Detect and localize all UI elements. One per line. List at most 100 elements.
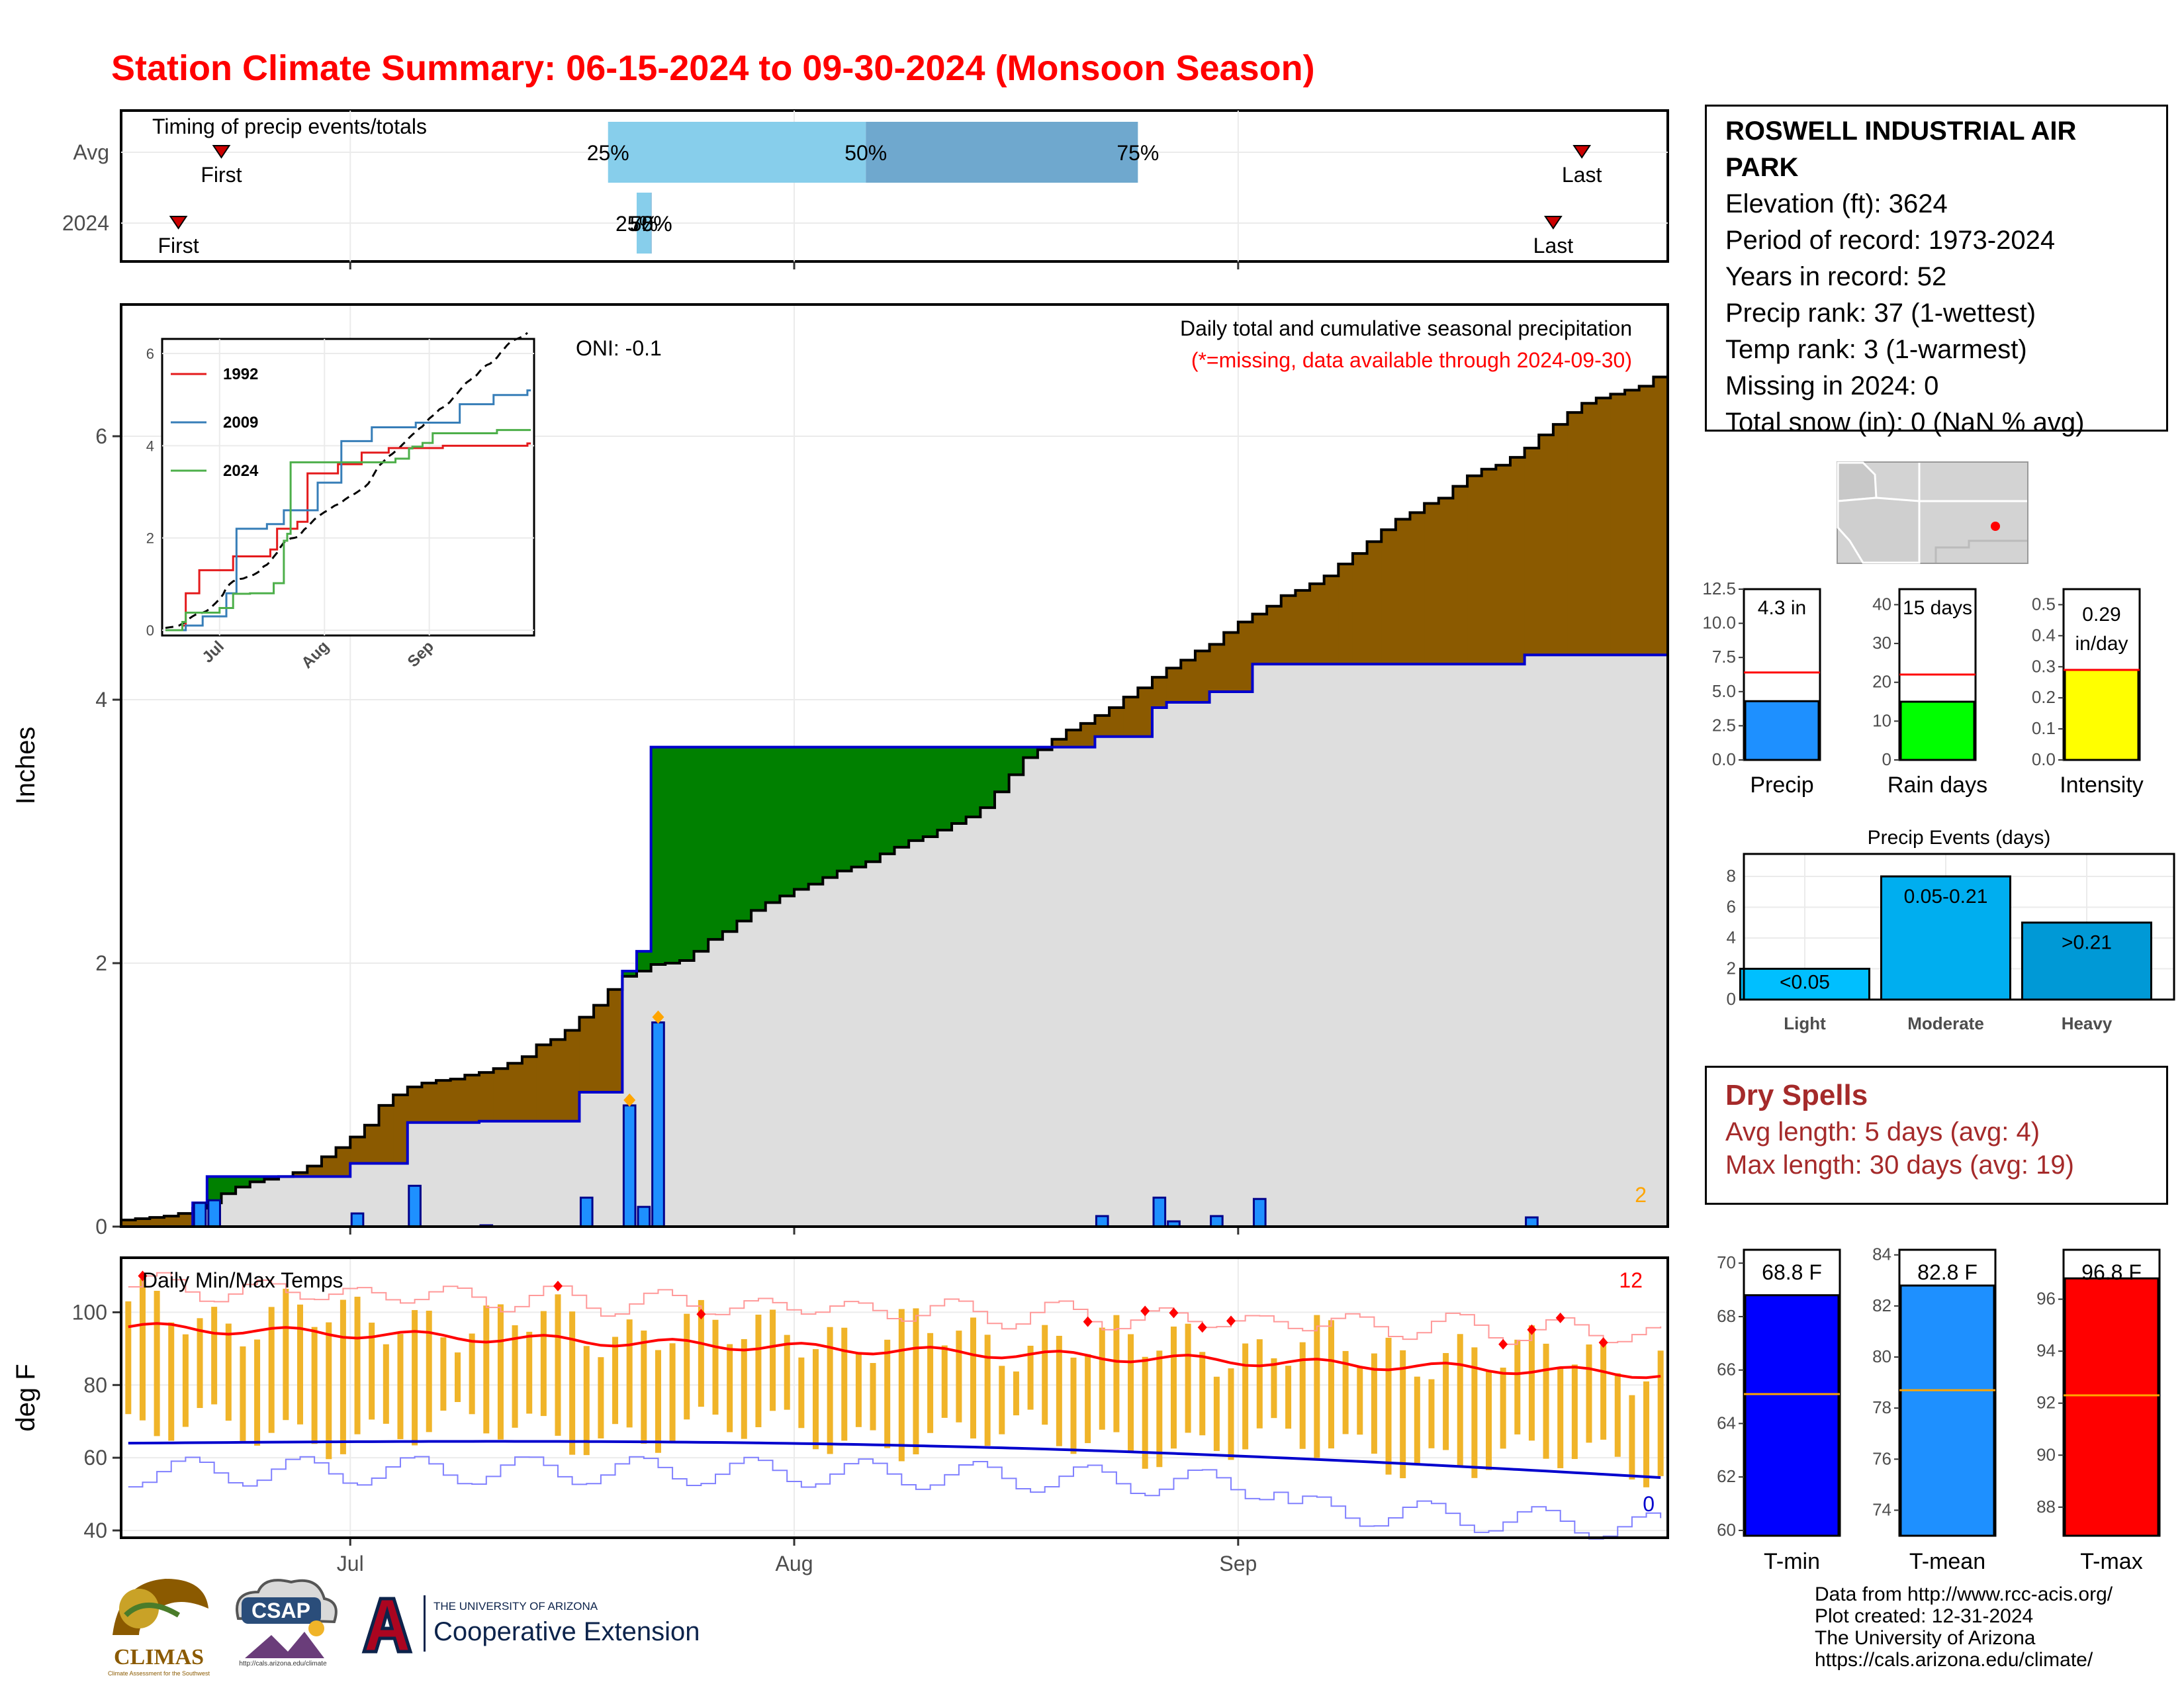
temp-daily-range-bar: [1199, 1352, 1206, 1436]
summary-ytick-label: 40: [1872, 594, 1891, 614]
precip-daily-bar: [193, 1201, 207, 1228]
precip-daily-bar: [408, 1184, 422, 1228]
precip-deficit-area: [536, 1045, 551, 1121]
precip-deficit-area: [1367, 541, 1382, 665]
temp-average-min-line: [128, 1440, 1661, 1479]
events-category-label-Light: Light: [1784, 1013, 1826, 1033]
temp-record-low-line: [128, 1456, 1662, 1540]
precip-surplus-area: [823, 747, 838, 878]
precip-surplus-area: [637, 951, 652, 971]
precip-deficit-area: [1510, 457, 1525, 665]
events-title: Precip Events (days): [1868, 827, 2051, 849]
temp-daily-range-bar: [254, 1339, 261, 1446]
inset-legend-label-2009: 2009: [223, 414, 258, 432]
temp-daily-range-bar: [1128, 1334, 1134, 1452]
precip-deficit-area: [121, 1220, 136, 1227]
credit-university: The University of Arizona: [1815, 1627, 2036, 1649]
precip-deficit-area: [1095, 715, 1110, 737]
temp-daily-range-bar: [1471, 1347, 1478, 1478]
timing-label-25: 25%: [615, 212, 658, 236]
temp-count-low: 0: [1643, 1492, 1655, 1516]
precip-deficit-area: [1467, 475, 1482, 665]
summary-ytick-label: 0: [1882, 749, 1891, 769]
climas-logo: CLIMAS Climate Assessment for the Southw…: [99, 1569, 218, 1677]
precip-daily-bar: [579, 1196, 594, 1228]
temp-daily-range-bar: [598, 1357, 604, 1438]
inset-average-line: [165, 332, 528, 630]
temp-daily-range-bar: [1414, 1376, 1420, 1464]
timing-row-label: 2024: [62, 211, 109, 235]
precip-daily-bar: [1210, 1215, 1224, 1228]
temp-daily-range-bar: [655, 1350, 661, 1453]
temp-daily-range-bar: [712, 1319, 719, 1415]
summary-ytick-label: 10: [1872, 710, 1891, 730]
precip-deficit-area: [1653, 377, 1668, 655]
temp-daily-range-bar: [684, 1313, 690, 1420]
temp-record-high-marker: [1083, 1316, 1093, 1327]
precip-annotation-title: Daily total and cumulative seasonal prec…: [1180, 316, 1632, 340]
temp-daily-range-bar: [240, 1346, 246, 1441]
temp-daily-range-bar: [1070, 1357, 1077, 1454]
temp-daily-range-bar: [526, 1331, 533, 1414]
temp-daily-range-bar: [1457, 1334, 1463, 1467]
tsummary-ytick-label: 92: [2036, 1393, 2056, 1413]
summary-ytick-label: 0.0: [2032, 749, 2056, 769]
summary-value-label-0: 4.3 in: [1758, 597, 1806, 619]
temp-daily-range-bar: [1085, 1354, 1091, 1444]
temp-record-high-marker: [1498, 1338, 1508, 1350]
climas-logo-mark: [113, 1579, 208, 1635]
temp-daily-range-bar: [469, 1333, 475, 1415]
tsummary-ytick-label: 82: [1872, 1295, 1891, 1315]
temp-daily-range-bar: [827, 1327, 833, 1454]
precip-deficit-area: [1496, 465, 1511, 665]
summary-ytick-label: 20: [1872, 672, 1891, 692]
precip-deficit-area: [594, 1005, 609, 1093]
precip-deficit-area: [1639, 386, 1654, 655]
precip-deficit-area: [1066, 729, 1081, 747]
summary-ytick-label: 0.4: [2032, 625, 2056, 645]
temp-daily-range-bar: [970, 1317, 977, 1439]
temp-daily-range-bar: [870, 1363, 876, 1430]
events-bar-Heavy: [2021, 921, 2152, 1001]
precip-surplus-area: [737, 747, 752, 921]
precip-deficit-area: [321, 1156, 337, 1177]
precip-surplus-area: [937, 747, 952, 831]
precip-surplus-area: [206, 1176, 222, 1203]
timing-label-75: 75%: [630, 212, 672, 236]
tsummary-ytick-label: 90: [2036, 1444, 2056, 1464]
precip-ytick-label: 4: [95, 688, 107, 712]
temp-average-max-line: [128, 1322, 1661, 1380]
precip-surplus-area: [808, 747, 823, 884]
precip-record-marker: [623, 1093, 636, 1107]
timing-label-75: 75%: [1116, 141, 1159, 165]
precip-surplus-area: [694, 747, 709, 952]
precip-surplus-area: [679, 747, 695, 961]
temp-daily-range-bar: [1443, 1353, 1449, 1450]
precip-daily-bar: [1095, 1215, 1109, 1228]
timing-first-marker: [212, 145, 231, 159]
timing-first-label: First: [158, 234, 199, 258]
temp-daily-range-bar: [812, 1349, 819, 1450]
temp-daily-range-bar: [1571, 1364, 1578, 1460]
temp-xtick-label: Sep: [1219, 1552, 1257, 1575]
summary-ytick-label: 10.0: [1702, 613, 1736, 633]
precip-daily-bar: [1525, 1216, 1539, 1228]
precip-deficit-area: [1267, 606, 1282, 665]
credit-url: https://cals.arizona.edu/climate/: [1815, 1649, 2093, 1671]
csap-logo-text: CSAP: [251, 1599, 310, 1622]
temp-daily-range-bar: [1357, 1367, 1363, 1435]
events-ytick-label: 8: [1727, 866, 1736, 886]
precip-deficit-area: [1438, 498, 1453, 665]
precip-deficit-area: [1453, 486, 1468, 665]
station-info-box: ROSWELL INDUSTRIAL AIR PARK Elevation (f…: [1705, 105, 2168, 437]
tsummary-ytick-label: 80: [1872, 1346, 1891, 1366]
temp-daily-range-bar: [1500, 1368, 1506, 1449]
station-period: Period of record: 1973-2024: [1725, 226, 2056, 255]
temp-summary-bars: 60 62 64 66 68 70 68.8 F T-min 74 76 78 80 82 84 82.8 …: [1717, 1244, 2161, 1574]
temp-daily-range-bar: [1228, 1368, 1234, 1460]
temp-daily-range-bar: [1428, 1379, 1435, 1448]
temp-daily-range-bar: [211, 1307, 218, 1405]
temp-daily-range-bar: [311, 1327, 318, 1444]
temp-daily-range-bar: [1256, 1339, 1263, 1429]
temp-daily-range-bar: [1614, 1373, 1621, 1457]
